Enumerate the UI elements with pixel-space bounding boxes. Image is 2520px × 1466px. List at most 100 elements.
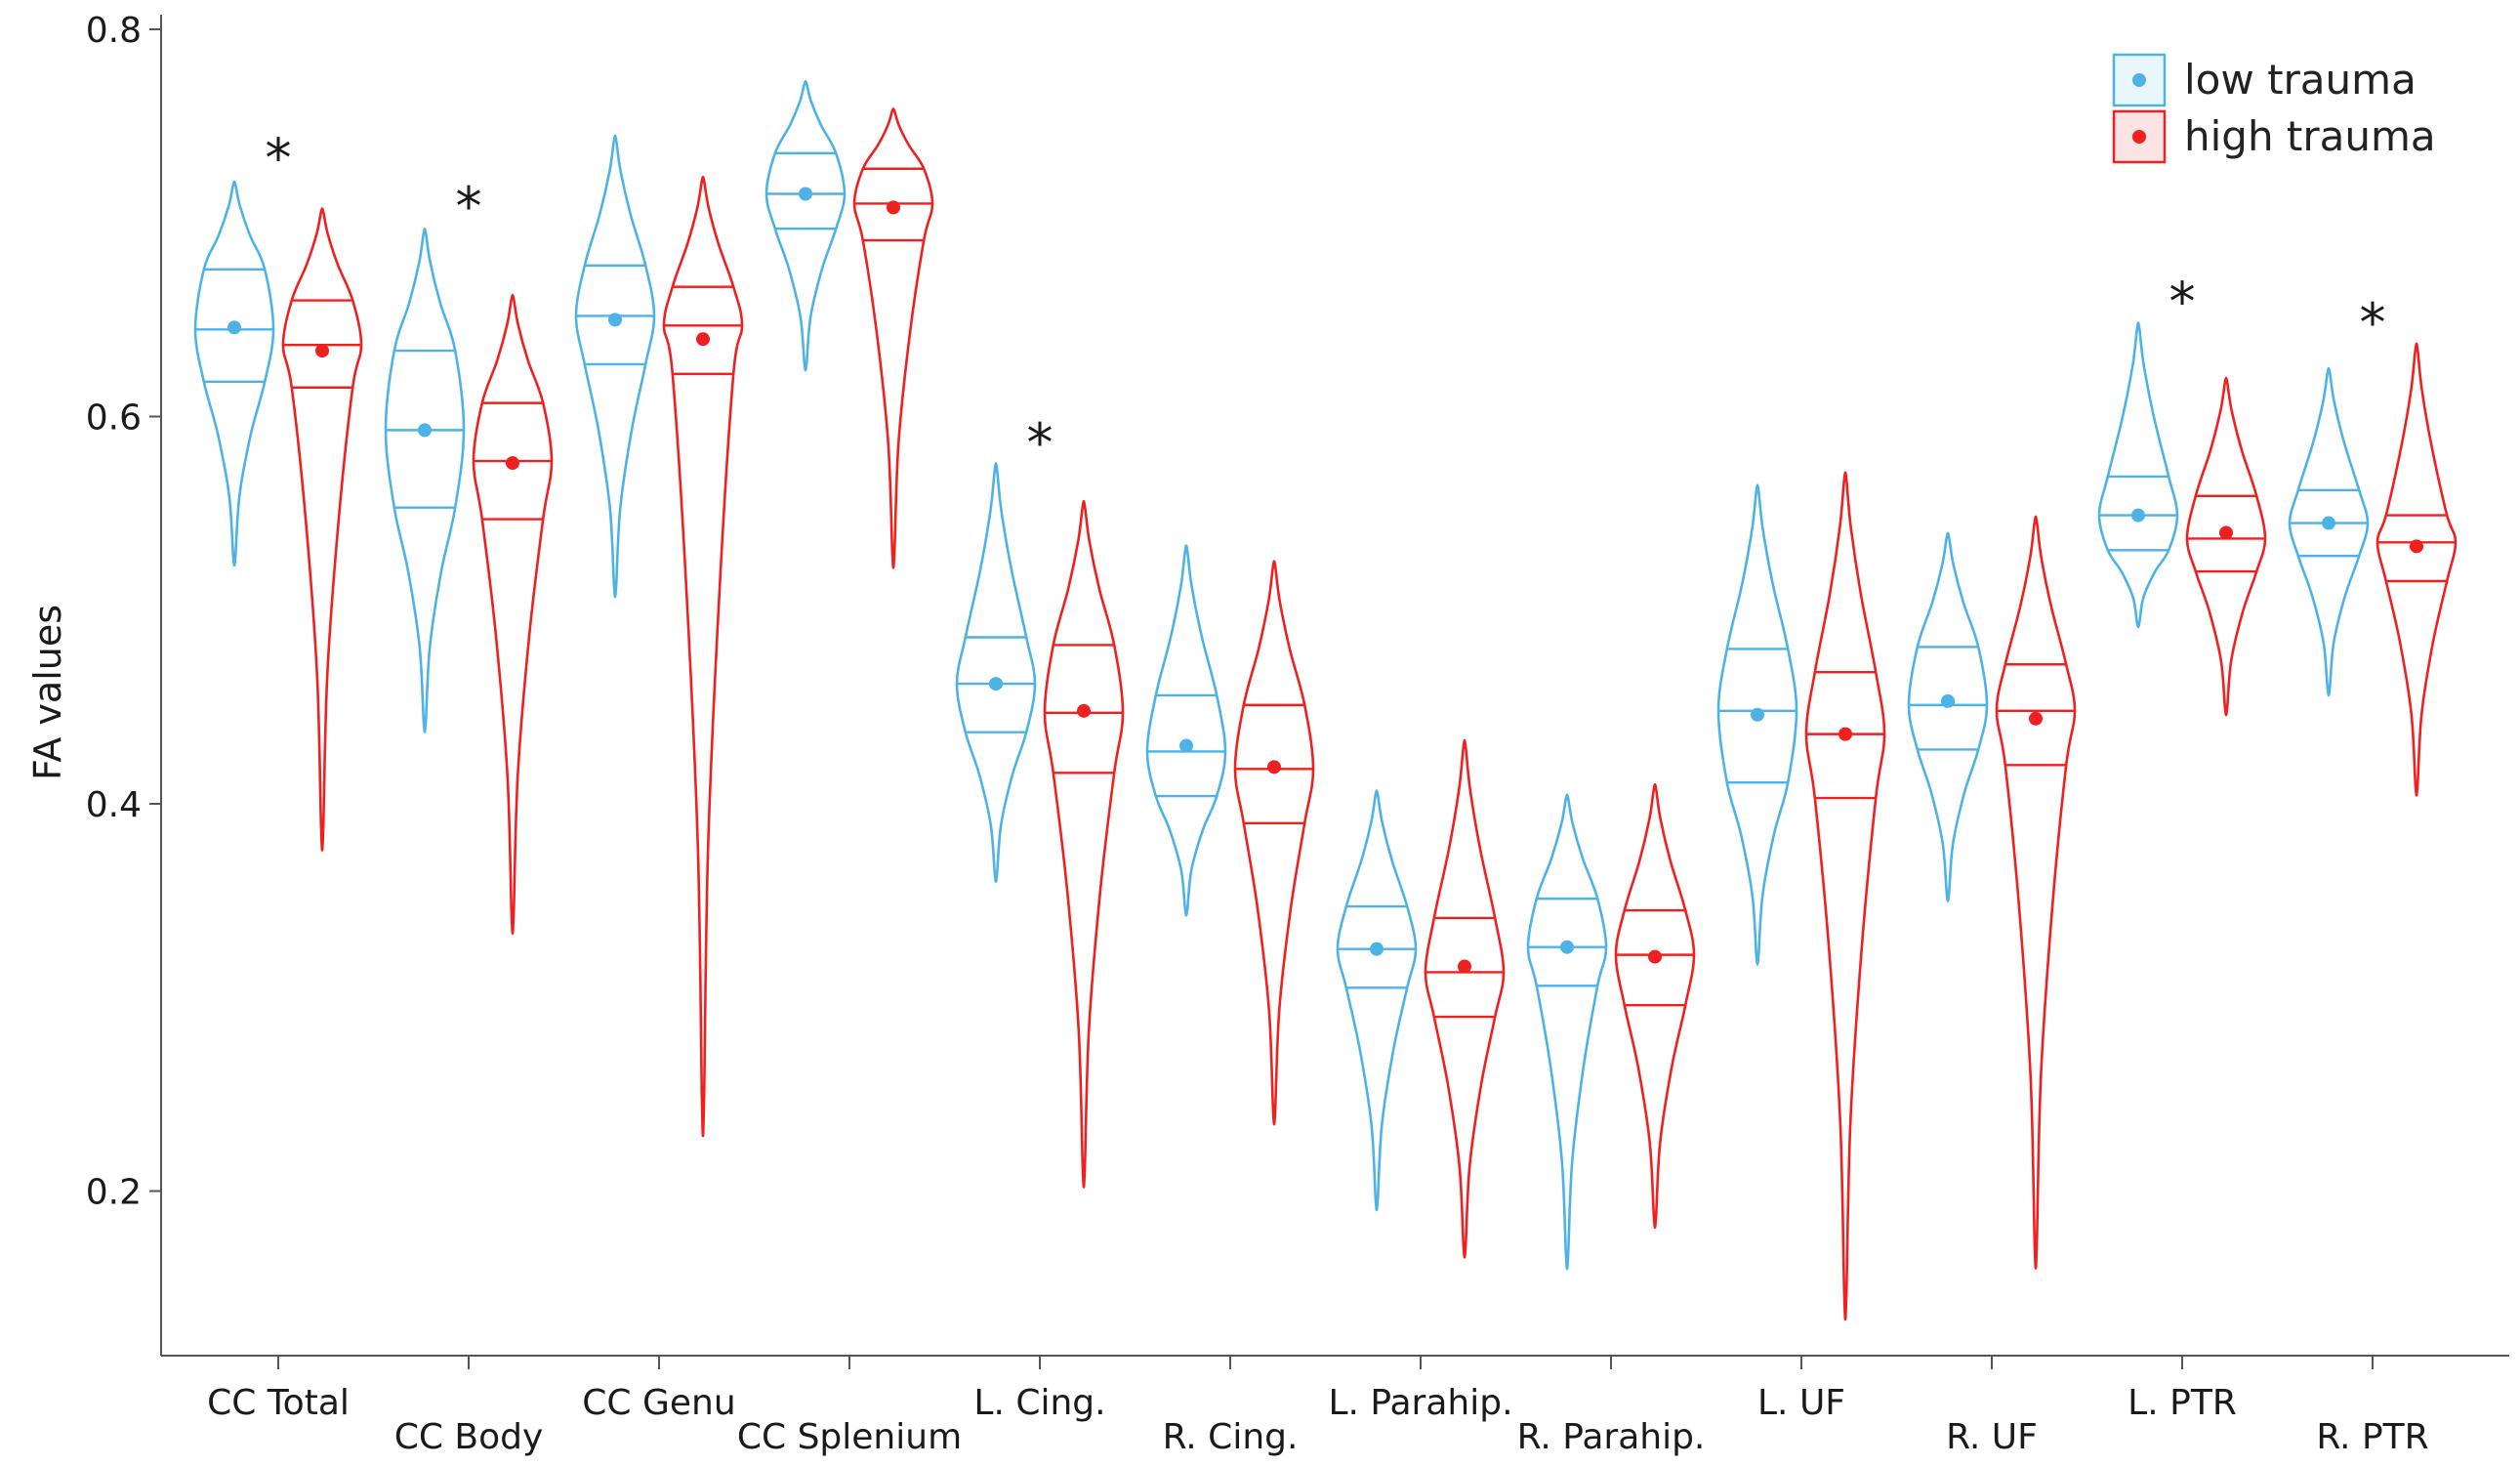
violin-outline	[2375, 342, 2458, 797]
violin-outline	[281, 207, 363, 852]
y-axis-label: FA values	[26, 605, 69, 780]
significance-markers: * * * * *	[266, 128, 2386, 474]
mean-point	[1370, 942, 1384, 956]
legend-swatch	[2112, 53, 2167, 107]
mean-point	[1838, 727, 1852, 741]
category-label-l-uf: L. UF	[1757, 1383, 1845, 1423]
category-label-l-cing: L. Cing.	[973, 1383, 1105, 1423]
violin-outline	[1995, 515, 2077, 1270]
legend-marker	[2132, 130, 2146, 144]
mean-point	[1179, 738, 1193, 753]
violin-high-trauma-r-uf	[1995, 515, 2077, 1270]
violin-low-trauma-l-uf	[1716, 483, 1798, 966]
violin-high-trauma-r-cing	[1233, 560, 1315, 1126]
violin-outline	[472, 293, 554, 936]
violin-low-trauma-r-ptr	[2288, 366, 2370, 697]
category-label-cc-total: CC Total	[207, 1383, 350, 1423]
mean-point	[1267, 760, 1281, 775]
violin-outline	[1424, 738, 1506, 1259]
violin-high-trauma-l-parahip	[1424, 738, 1506, 1259]
violin-outline	[193, 180, 275, 567]
legend-label: low trauma	[2184, 56, 2417, 104]
mean-point	[418, 423, 432, 438]
violin-high-trauma-l-cing	[1043, 499, 1125, 1189]
category-label-r-parahip: R. Parahip.	[1517, 1417, 1706, 1457]
violin-outline	[1526, 793, 1608, 1271]
significance-star-l-cing: *	[1027, 412, 1053, 474]
violin-low-trauma-l-ptr	[2097, 321, 2179, 629]
y-tick-label: 0.4	[86, 785, 142, 825]
violin-high-trauma-cc-body	[472, 293, 554, 936]
violin-outline	[955, 462, 1037, 884]
violin-outline	[1614, 782, 1696, 1230]
mean-point	[1560, 940, 1574, 954]
y-tick-label: 0.2	[86, 1172, 142, 1212]
violin-high-trauma-cc-total	[281, 207, 363, 852]
violin-outline	[1145, 544, 1227, 917]
category-label-l-ptr: L. PTR	[2128, 1383, 2237, 1423]
violin-high-trauma-cc-genu	[662, 175, 744, 1138]
mean-point	[506, 456, 519, 471]
violin-outline	[574, 134, 656, 599]
violin-outline	[852, 107, 934, 569]
category-label-r-cing: R. Cing.	[1163, 1417, 1299, 1457]
violin-high-trauma-r-parahip	[1614, 782, 1696, 1230]
category-label-r-ptr: R. PTR	[2316, 1417, 2428, 1457]
mean-point	[1941, 693, 1955, 708]
mean-point	[1458, 959, 1471, 974]
violin-outline	[1716, 483, 1798, 966]
violin-low-trauma-r-cing	[1145, 544, 1227, 917]
mean-point	[989, 677, 1003, 691]
mean-point	[2322, 516, 2335, 530]
significance-star-l-ptr: *	[2169, 271, 2196, 332]
violin-outline	[1043, 499, 1125, 1189]
mean-point	[2219, 525, 2233, 540]
violin-outline	[2288, 366, 2370, 697]
mean-point	[2029, 711, 2043, 726]
legend-marker	[2132, 73, 2146, 87]
significance-star-r-ptr: *	[2360, 292, 2386, 354]
violin-outline	[1233, 560, 1315, 1126]
violin-high-trauma-r-ptr	[2375, 342, 2458, 797]
violin-high-trauma-l-uf	[1804, 471, 1886, 1321]
violin-outline	[1804, 471, 1886, 1321]
violin-low-trauma-l-parahip	[1336, 789, 1418, 1212]
significance-star-cc-total: *	[266, 128, 292, 189]
legend-label: high trauma	[2184, 112, 2436, 160]
violin-outline	[1336, 789, 1418, 1212]
mean-point	[2131, 508, 2145, 523]
violin-outline	[384, 228, 466, 733]
mean-point	[1077, 703, 1091, 718]
violin-outline	[764, 79, 847, 372]
violin-low-trauma-cc-body	[384, 228, 466, 733]
y-tick-label: 0.6	[86, 398, 142, 438]
violin-outline	[1907, 531, 1989, 902]
category-label-cc-splenium: CC Splenium	[737, 1417, 962, 1457]
violin-high-trauma-l-ptr	[2185, 376, 2267, 717]
violin-low-trauma-cc-total	[193, 180, 275, 567]
violin-outline	[662, 175, 744, 1138]
axes: 0.2 0.4 0.6 0.8 FA values	[26, 11, 2509, 1369]
mean-point	[696, 332, 710, 347]
mean-point	[608, 313, 622, 327]
violin-outline	[2185, 376, 2267, 717]
violin-low-trauma-cc-genu	[574, 134, 656, 599]
violin-low-trauma-cc-splenium	[764, 79, 847, 372]
violin-outline	[2097, 321, 2179, 629]
category-label-l-parahip: L. Parahip.	[1328, 1383, 1512, 1423]
mean-point	[2410, 539, 2423, 554]
category-label-cc-body: CC Body	[394, 1417, 544, 1457]
y-tick-label: 0.8	[86, 11, 142, 51]
mean-point	[887, 200, 900, 215]
mean-point	[227, 320, 241, 335]
significance-star-cc-body: *	[456, 176, 482, 237]
violin-high-trauma-cc-splenium	[852, 107, 934, 569]
legend-item-high-trauma: high trauma	[2112, 109, 2436, 164]
mean-point	[1648, 949, 1662, 964]
mean-point	[1751, 707, 1764, 722]
mean-point	[315, 344, 329, 358]
category-label-cc-genu: CC Genu	[582, 1383, 735, 1423]
mean-point	[799, 187, 812, 201]
violins	[193, 79, 2458, 1321]
